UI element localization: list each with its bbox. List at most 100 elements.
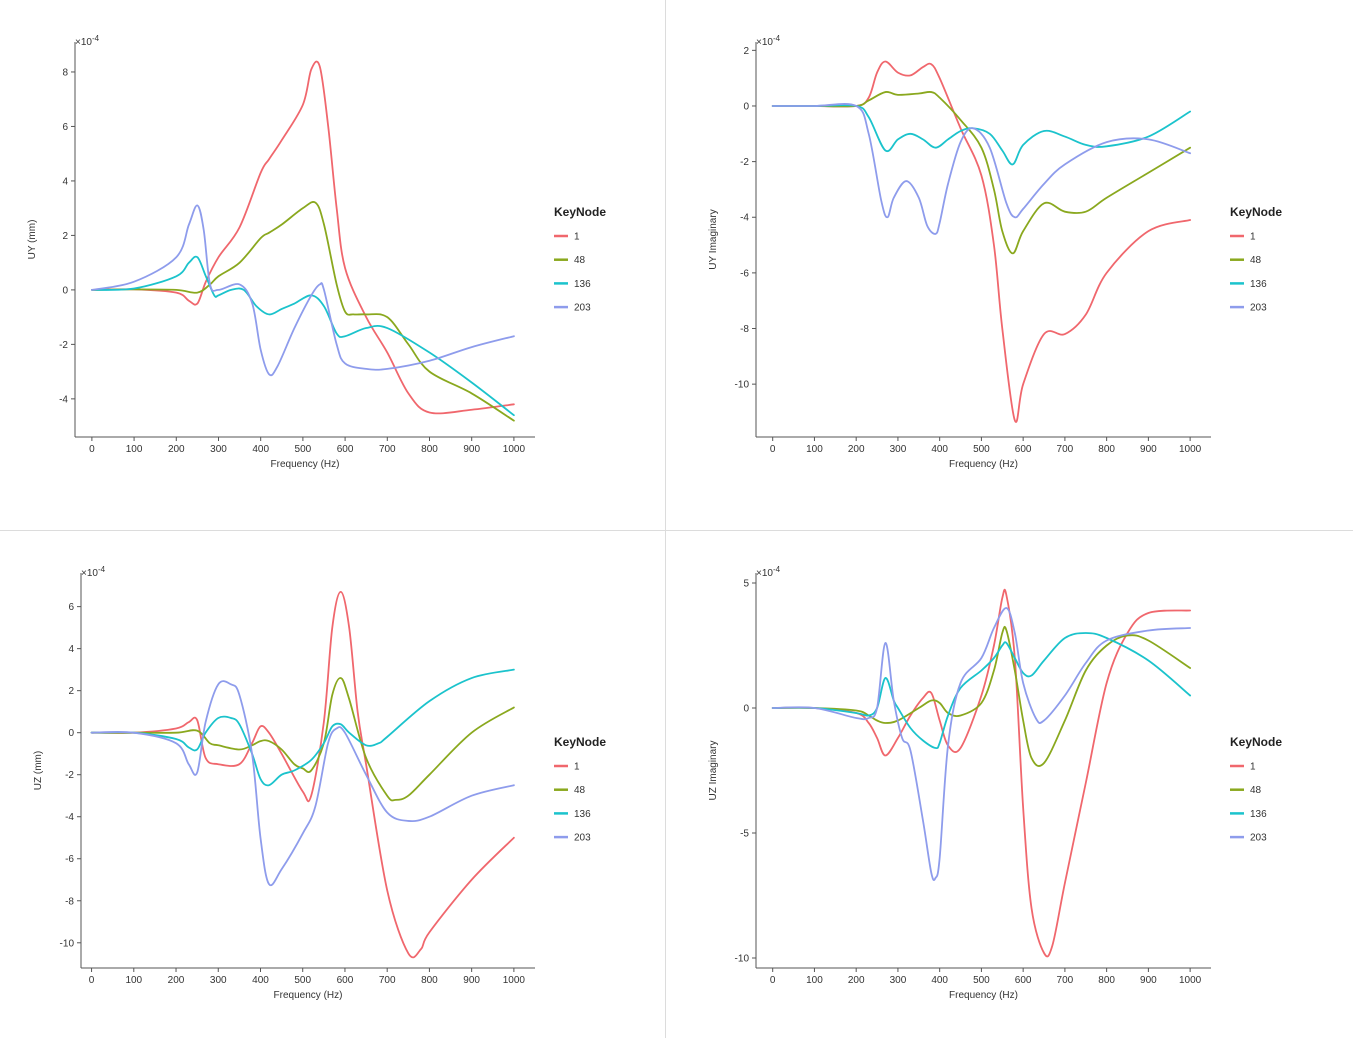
x-tick-label: 300	[890, 975, 907, 986]
legend-title: KeyNode	[554, 735, 606, 749]
y-tick-label: -8	[740, 324, 749, 335]
series-line-1	[771, 60, 1192, 423]
legend-label-203: 203	[574, 833, 591, 844]
x-tick-label: 500	[973, 444, 990, 455]
x-tick-label: 100	[806, 444, 823, 455]
y-tick-label: 2	[68, 686, 74, 697]
exponent-power: -4	[773, 565, 781, 574]
series-line-1	[90, 60, 515, 415]
x-tick-label: 500	[295, 444, 312, 455]
y-tick-label: -4	[65, 812, 74, 823]
x-tick-label: 200	[168, 975, 185, 986]
y-tick-label: -2	[65, 770, 74, 781]
x-tick-label: 900	[463, 444, 480, 455]
legend-label-203: 203	[1250, 833, 1267, 844]
x-tick-label: 400	[252, 975, 269, 986]
x-tick-label: 800	[421, 444, 438, 455]
x-tick-label: 200	[848, 975, 865, 986]
x-tick-label: 800	[421, 975, 438, 986]
x-tick-label: 700	[1057, 444, 1074, 455]
series-line-203	[771, 103, 1192, 235]
legend-label-136: 136	[1250, 809, 1267, 820]
y-tick-label: -4	[740, 213, 749, 224]
x-tick-label: 0	[770, 975, 776, 986]
legend-label-48: 48	[1250, 785, 1262, 796]
legend-label-48: 48	[574, 785, 586, 796]
x-tick-label: 1000	[503, 975, 526, 986]
x-tick-label: 1000	[1179, 444, 1202, 455]
legend-label-48: 48	[1250, 255, 1262, 266]
series-line-48	[771, 91, 1192, 255]
chart-svg: 0 100 200 300 400 500 600 700 800 900 1000 -10 -8 -6 -…	[33, 565, 606, 1001]
y-tick-label: 0	[68, 728, 74, 739]
legend-label-1: 1	[1250, 232, 1256, 243]
y-tick-label: -2	[740, 157, 749, 168]
x-tick-label: 800	[1098, 975, 1115, 986]
series-line-203	[90, 680, 515, 887]
x-tick-label: 100	[806, 975, 823, 986]
series-line-48	[90, 677, 515, 802]
x-tick-label: 0	[89, 975, 95, 986]
x-tick-label: 200	[848, 444, 865, 455]
chart-svg: 0 100 200 300 400 500 600 700 800 900 1000 -10 -5 0 5 ×…	[708, 565, 1282, 1001]
y-tick-label: 2	[62, 231, 68, 242]
legend-title: KeyNode	[1230, 205, 1282, 219]
exponent-power: -4	[98, 565, 106, 574]
y-tick-label: 8	[62, 67, 68, 78]
legend-label-1: 1	[574, 232, 580, 243]
exponent-label: ×10-4	[756, 565, 781, 579]
series-line-203	[90, 204, 515, 377]
legend-label-136: 136	[574, 809, 591, 820]
y-tick-label: -4	[59, 394, 68, 405]
chart-svg: 0 100 200 300 400 500 600 700 800 900 1000 -4 -2 0 2 4 6…	[27, 34, 606, 470]
x-axis-label: Frequency (Hz)	[949, 990, 1018, 1001]
legend-title: KeyNode	[1230, 735, 1282, 749]
x-tick-label: 0	[770, 444, 776, 455]
y-tick-label: 0	[743, 704, 749, 715]
x-tick-label: 300	[890, 444, 907, 455]
y-axis-label: UZ Imaginary	[708, 740, 719, 800]
y-axis-label: UZ (mm)	[33, 751, 44, 790]
x-tick-label: 600	[337, 975, 354, 986]
x-tick-label: 400	[252, 444, 269, 455]
series-line-1	[771, 588, 1192, 958]
legend-label-203: 203	[1250, 303, 1267, 314]
y-tick-label: -5	[740, 829, 749, 840]
y-tick-label: -6	[740, 268, 749, 279]
legend-label-1: 1	[1250, 762, 1256, 773]
x-tick-label: 1000	[503, 444, 526, 455]
x-tick-label: 900	[1140, 975, 1157, 986]
exponent-label: ×10-4	[81, 565, 106, 579]
y-axis-label: UY Imaginary	[708, 209, 719, 269]
x-tick-label: 1000	[1179, 975, 1202, 986]
exponent-power: -4	[92, 34, 100, 43]
y-tick-label: 6	[62, 122, 68, 133]
x-tick-label: 100	[125, 975, 142, 986]
y-tick-label: -6	[65, 854, 74, 865]
x-axis-label: Frequency (Hz)	[271, 459, 340, 470]
x-tick-label: 900	[1140, 444, 1157, 455]
y-tick-label: -10	[735, 954, 750, 965]
chart-panel-uy-imaginary: 0 100 200 300 400 500 600 700 800 900 1000 -10 -8 -6 -…	[666, 0, 1353, 530]
y-tick-label: 5	[743, 579, 749, 590]
chart-panel-uz-imaginary: 0 100 200 300 400 500 600 700 800 900 1000 -10 -5 0 5 ×…	[666, 531, 1353, 1038]
x-tick-label: 300	[210, 975, 227, 986]
y-tick-label: 6	[68, 602, 74, 613]
chart-svg: 0 100 200 300 400 500 600 700 800 900 1000 -10 -8 -6 -…	[708, 34, 1282, 470]
chart-panel-uy-real: 0 100 200 300 400 500 600 700 800 900 1000 -4 -2 0 2 4 6…	[0, 0, 665, 530]
y-tick-label: 0	[62, 285, 68, 296]
x-tick-label: 700	[1057, 975, 1074, 986]
x-tick-label: 200	[168, 444, 185, 455]
x-tick-label: 700	[379, 444, 396, 455]
x-tick-label: 500	[294, 975, 311, 986]
x-axis-label: Frequency (Hz)	[949, 459, 1018, 470]
legend-label-136: 136	[574, 279, 591, 290]
legend-label-1: 1	[574, 762, 580, 773]
exponent-power: -4	[773, 34, 781, 43]
x-axis-label: Frequency (Hz)	[274, 990, 343, 1001]
series-line-203	[771, 607, 1192, 881]
x-tick-label: 600	[1015, 975, 1032, 986]
legend-label-203: 203	[574, 303, 591, 314]
x-tick-label: 600	[337, 444, 354, 455]
x-tick-label: 400	[931, 444, 948, 455]
